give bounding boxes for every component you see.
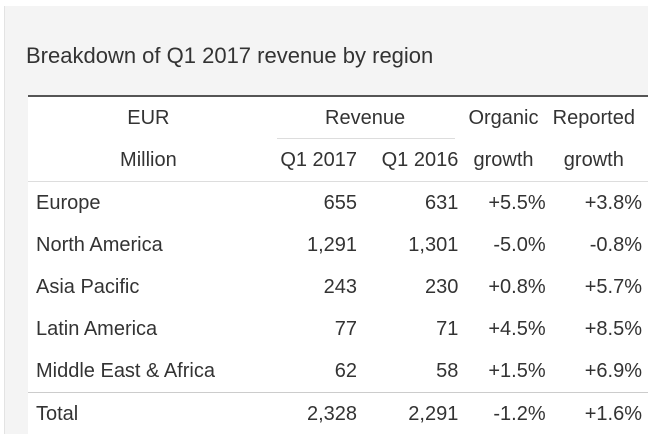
reported-growth-cell: +3.8% (584, 191, 642, 214)
q1-2017-cell: 77 (334, 317, 358, 340)
q1-2016-cell: 230 (424, 275, 459, 298)
table-row: Asia Pacific 243 230 +0.8% +5.7% (28, 266, 648, 308)
reported-header-line2: growth (563, 148, 624, 171)
q1-2016-cell: 631 (424, 191, 459, 214)
revenue-table: EUR Revenue Organic Reported Million Q1 … (28, 97, 648, 436)
unit-header-line1: EUR (127, 106, 170, 129)
revenue-table-container: EUR Revenue Organic Reported Million Q1 … (28, 95, 648, 440)
q1-2017-cell: 243 (323, 275, 358, 298)
table-row: Middle East & Africa 62 58 +1.5% +6.9% (28, 350, 648, 393)
region-cell: Latin America (36, 317, 158, 340)
table-row: Europe 655 631 +5.5% +3.8% (28, 182, 648, 225)
organic-growth-cell: +5.5% (488, 191, 546, 214)
unit-header-line2: Million (120, 148, 177, 171)
reported-growth-cell: +6.9% (584, 359, 642, 382)
organic-growth-cell: +0.8% (488, 275, 546, 298)
region-cell: North America (36, 233, 163, 256)
table-row: North America 1,291 1,301 -5.0% -0.8% (28, 224, 648, 266)
q1-2016-cell: 71 (436, 317, 459, 340)
region-cell: Asia Pacific (36, 275, 140, 298)
organic-growth-cell: +1.5% (488, 359, 546, 382)
region-cell: Europe (36, 191, 101, 214)
total-q1-2016-cell: 2,291 (408, 403, 459, 425)
q1-2017-cell: 62 (334, 359, 358, 382)
document-panel: Breakdown of Q1 2017 revenue by region E… (4, 6, 648, 440)
revenue-header: Revenue (269, 97, 462, 139)
q1-2016-header: Q1 2016 (381, 148, 459, 171)
header-row-1: EUR Revenue Organic Reported (28, 97, 648, 139)
q1-2017-cell: 1,291 (306, 233, 358, 256)
reported-growth-cell: +5.7% (584, 275, 642, 298)
reported-header-line1: Reported (552, 106, 635, 129)
organic-growth-cell: +4.5% (488, 317, 546, 340)
total-row: Total 2,328 2,291 -1.2% +1.6% (28, 392, 648, 437)
total-reported-growth-cell: +1.6% (584, 403, 642, 425)
region-cell: Middle East & Africa (36, 359, 215, 382)
header-row-2: Million Q1 2017 Q1 2016 growth growth (28, 139, 648, 182)
table-title: Breakdown of Q1 2017 revenue by region (26, 43, 434, 68)
q1-2016-cell: 58 (436, 359, 459, 382)
reported-growth-cell: +8.5% (584, 317, 642, 340)
q1-2016-cell: 1,301 (408, 233, 459, 256)
total-q1-2017-cell: 2,328 (306, 403, 358, 425)
total-label-cell: Total (36, 403, 79, 425)
organic-header-line2: growth (473, 148, 534, 171)
q1-2017-header: Q1 2017 (280, 148, 358, 171)
organic-growth-cell: -5.0% (493, 233, 546, 256)
reported-growth-cell: -0.8% (589, 233, 642, 256)
total-organic-growth-cell: -1.2% (493, 403, 546, 425)
q1-2017-cell: 655 (323, 191, 358, 214)
organic-header-line1: Organic (468, 106, 539, 129)
table-row: Latin America 77 71 +4.5% +8.5% (28, 308, 648, 350)
